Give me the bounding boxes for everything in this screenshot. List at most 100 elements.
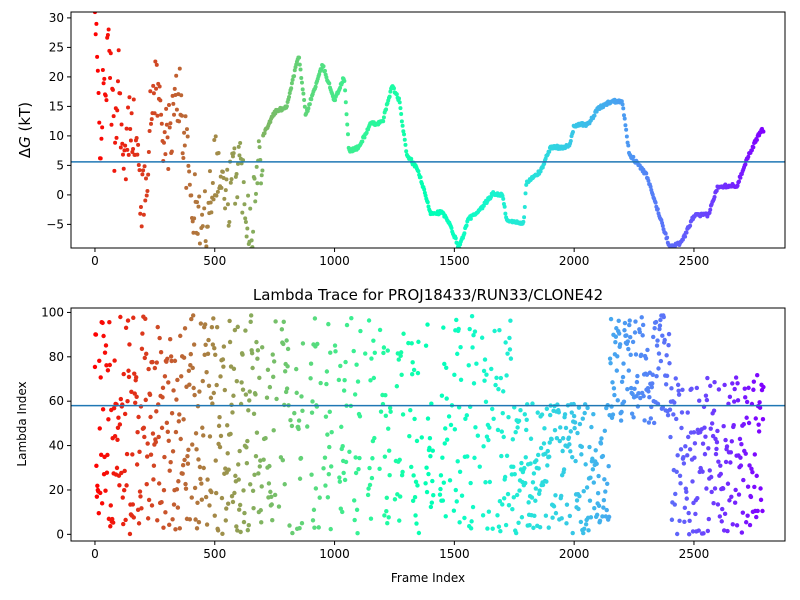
- lambda-point: [514, 492, 520, 498]
- delta-g-point: [184, 185, 189, 190]
- lambda-point: [256, 471, 261, 476]
- delta-g-point: [153, 59, 158, 64]
- lambda-point: [223, 518, 228, 523]
- lambda-point: [352, 517, 357, 523]
- lambda-point: [497, 327, 502, 333]
- lambda-point: [675, 453, 680, 458]
- lambda-point: [589, 424, 594, 430]
- delta-g-point: [388, 89, 393, 94]
- lambda-point: [746, 420, 752, 426]
- delta-g-point: [115, 79, 120, 84]
- lambda-point: [494, 375, 499, 380]
- lambda-point: [290, 530, 295, 536]
- delta-g-point: [402, 132, 407, 137]
- delta-g-point: [231, 151, 236, 156]
- delta-g-point: [164, 122, 169, 127]
- delta-g-point: [399, 112, 404, 117]
- lambda-point: [271, 374, 276, 380]
- lambda-point: [255, 356, 260, 361]
- delta-g-point: [663, 231, 668, 236]
- lambda-point: [464, 413, 470, 418]
- lambda-point: [381, 350, 386, 356]
- lambda-point: [269, 494, 274, 499]
- delta-g-point: [108, 75, 113, 80]
- lambda-point: [635, 404, 641, 409]
- delta-g-point: [185, 134, 190, 139]
- lambda-point: [560, 448, 565, 454]
- lambda-point: [245, 527, 251, 533]
- lambda-point: [695, 496, 700, 501]
- lambda-point: [386, 448, 392, 453]
- delta-g-point: [154, 86, 159, 91]
- lambda-point: [686, 510, 691, 516]
- lambda-point: [672, 400, 677, 405]
- lambda-point: [170, 449, 176, 454]
- lambda-point: [744, 399, 750, 405]
- delta-g-panel: 0 500 1000 1500 2000 2500 −5 0 5 10 15 20 25 30 ΔG (…: [16, 11, 786, 268]
- lambda-point: [591, 411, 596, 417]
- lambda-point: [627, 322, 632, 328]
- delta-g-point: [97, 120, 102, 125]
- lambda-point: [205, 477, 210, 482]
- lambda-point: [322, 455, 328, 460]
- delta-g-point: [121, 166, 126, 171]
- lambda-point: [755, 508, 760, 514]
- delta-g-point: [112, 168, 117, 173]
- lambda-point: [747, 463, 752, 468]
- delta-g-point: [468, 216, 473, 221]
- lambda-point: [382, 513, 387, 518]
- delta-g-point: [714, 188, 719, 193]
- lambda-point: [283, 369, 288, 374]
- lambda-point: [214, 382, 219, 388]
- lambda-point: [415, 370, 421, 376]
- lambda-point: [134, 394, 139, 399]
- lambda-point: [427, 445, 432, 451]
- delta-g-point: [449, 225, 454, 230]
- delta-g-point: [623, 123, 628, 128]
- lambda-point: [196, 520, 202, 525]
- lambda-point: [182, 326, 188, 331]
- lambda-point: [748, 494, 754, 500]
- delta-g-point: [299, 76, 304, 81]
- delta-g-point: [135, 152, 140, 157]
- lambda-point: [416, 339, 421, 345]
- lambda-point: [533, 486, 539, 491]
- delta-g-point: [621, 113, 626, 118]
- lambda-point: [410, 498, 416, 504]
- lambda-point: [734, 523, 740, 528]
- lambda-point: [638, 395, 643, 401]
- lambda-point: [197, 464, 203, 470]
- lambda-point: [166, 380, 171, 385]
- delta-g-point: [322, 68, 327, 73]
- lambda-point: [318, 380, 323, 386]
- lambda-point: [703, 393, 709, 398]
- lambda-point: [408, 407, 413, 413]
- lambda-point: [265, 367, 271, 372]
- delta-g-point: [184, 127, 189, 132]
- lambda-point: [312, 525, 317, 530]
- lambda-point: [516, 520, 521, 525]
- delta-g-point: [202, 206, 207, 211]
- lambda-point: [310, 399, 315, 404]
- delta-g-point: [125, 147, 130, 152]
- lambda-point: [760, 508, 765, 514]
- delta-g-point: [299, 80, 304, 85]
- delta-g-point: [245, 226, 250, 231]
- delta-g-point: [95, 68, 100, 73]
- delta-g-point: [425, 200, 430, 205]
- lambda-point: [487, 479, 493, 485]
- lambda-point: [139, 346, 145, 352]
- delta-g-point: [136, 162, 141, 167]
- lambda-point: [742, 386, 747, 391]
- lambda-point: [218, 433, 224, 439]
- lambda-point: [217, 414, 222, 420]
- delta-g-point: [258, 158, 263, 163]
- lambda-point: [372, 350, 378, 356]
- delta-g-point: [707, 210, 712, 215]
- lambda-point: [209, 489, 214, 495]
- lambda-point: [204, 522, 210, 527]
- lambda-point: [453, 487, 458, 493]
- delta-g-point: [523, 191, 528, 196]
- delta-g-point: [543, 156, 548, 161]
- lambda-point: [264, 395, 270, 400]
